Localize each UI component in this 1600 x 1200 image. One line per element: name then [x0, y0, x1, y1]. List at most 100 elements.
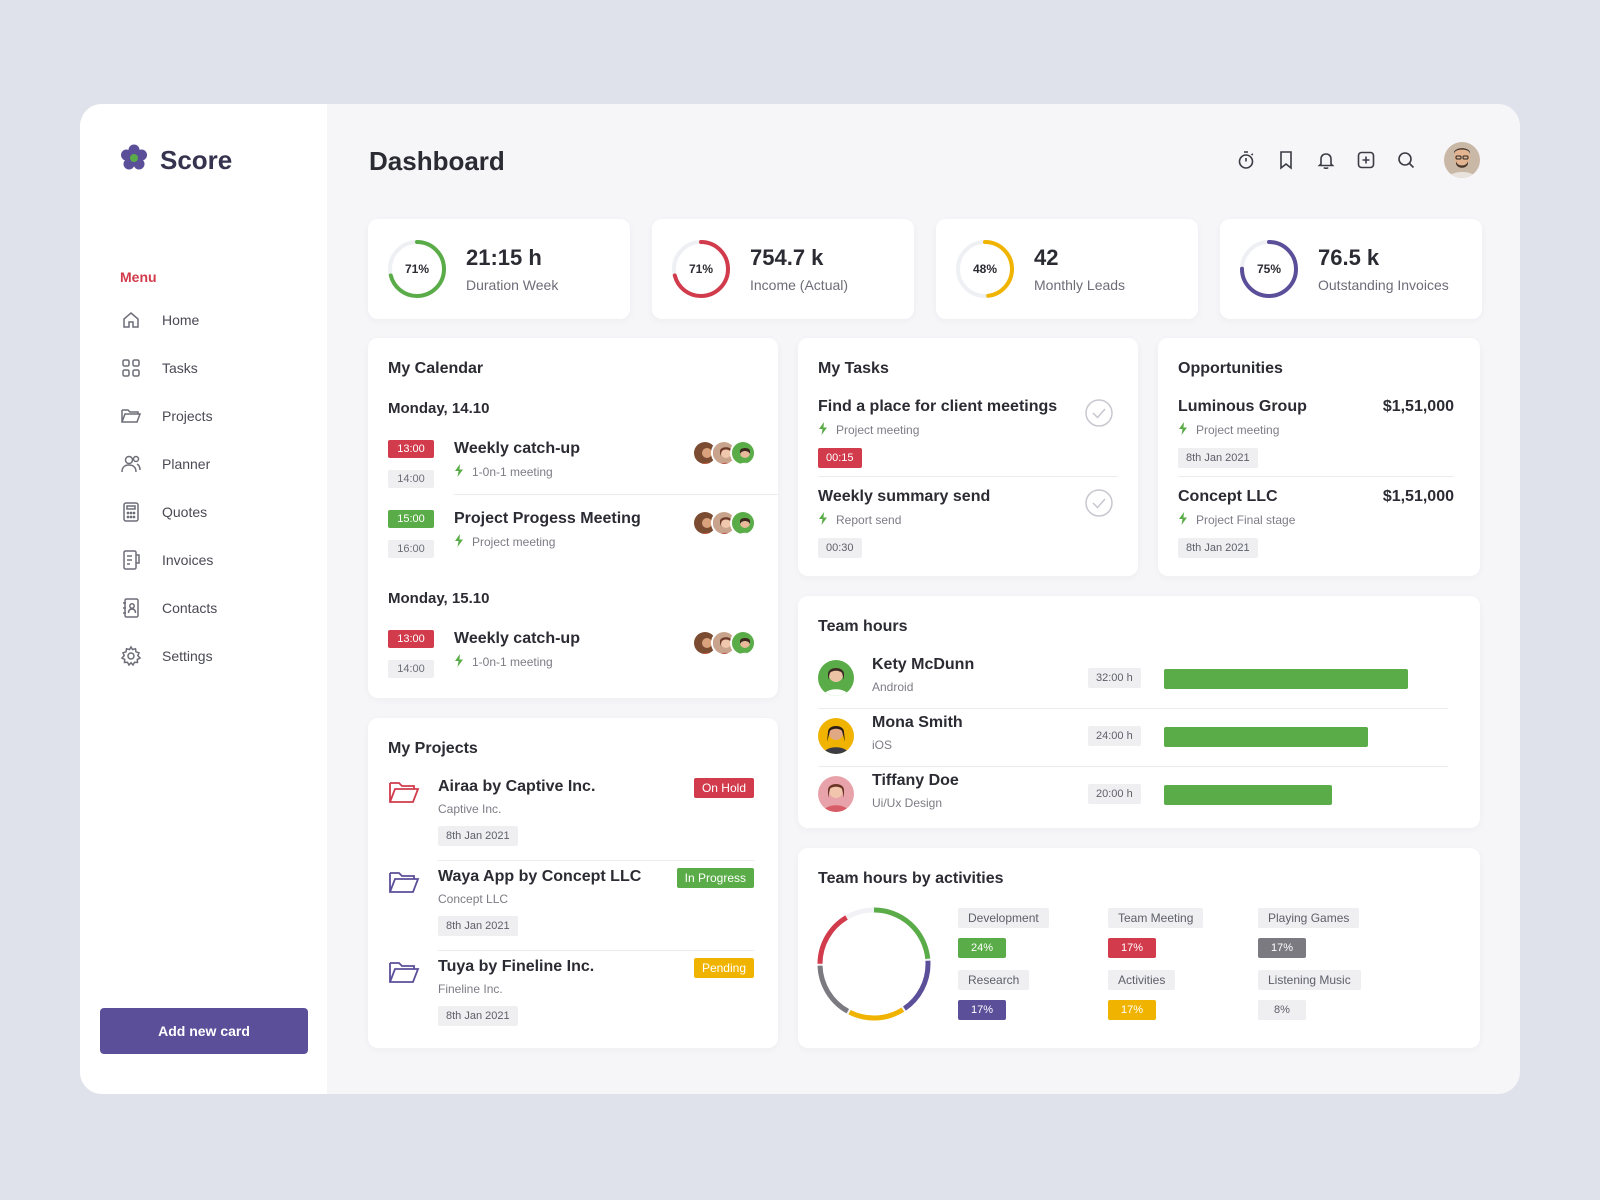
team-member-row[interactable]: Mona Smith iOS 24:00 h [818, 714, 1448, 760]
kpi-card-invoices: 75% 76.5 k Outstanding Invoices [1220, 219, 1482, 319]
add-new-card-button[interactable]: Add new card [100, 1008, 308, 1054]
activity-name: Activities [1108, 970, 1176, 990]
folder-open-icon [388, 868, 420, 896]
check-circle-icon[interactable] [1084, 488, 1114, 518]
brand-name: Score [160, 145, 233, 175]
task-item[interactable]: Find a place for client meetings Project… [818, 398, 1114, 468]
activity-item: Activities 17% [1108, 970, 1176, 1020]
activity-name: Listening Music [1258, 970, 1361, 990]
hours-bar-fill [1164, 669, 1409, 689]
progress-ring-label: 71% [404, 262, 430, 276]
event-start-time: 15:00 [388, 510, 434, 528]
progress-ring: 75% [1238, 238, 1300, 300]
folder-open-icon [388, 958, 420, 986]
main-content: Dashboard 71% [327, 104, 1520, 1094]
avatar [730, 630, 756, 656]
task-subtitle: Project meeting [818, 422, 1114, 438]
calendar-event[interactable]: 13:00 14:00 Weekly catch-up 1-0n-1 meeti… [388, 440, 756, 502]
sidebar-item-contacts[interactable]: Contacts [120, 584, 217, 632]
team-member-row[interactable]: Tiffany Doe Ui/Ux Design 20:00 h [818, 772, 1448, 818]
opportunity-item[interactable]: Concept LLC $1,51,000 Project Final stag… [1178, 488, 1454, 558]
sidebar-item-settings[interactable]: Settings [120, 632, 217, 680]
opportunity-name: Concept LLC [1178, 488, 1278, 505]
opportunity-date: 8th Jan 2021 [1178, 448, 1258, 468]
team-member-row[interactable]: Kety McDunn Android 32:00 h [818, 656, 1448, 702]
event-subtitle: 1-0n-1 meeting [454, 654, 553, 670]
member-name: Kety McDunn [872, 656, 975, 673]
task-item[interactable]: Weekly summary send Report send 00:30 [818, 488, 1114, 558]
brand[interactable]: Score [120, 144, 232, 177]
kpi-card-leads: 48% 42 Monthly Leads [936, 219, 1198, 319]
donut-segment [817, 907, 931, 1021]
activity-name: Team Meeting [1108, 908, 1204, 928]
card-title: My Calendar [388, 360, 484, 377]
sidebar-item-planner[interactable]: Planner [120, 440, 217, 488]
hours-bar [1164, 727, 1448, 747]
bolt-icon [818, 422, 828, 438]
project-date: 8th Jan 2021 [438, 1006, 518, 1026]
user-avatar[interactable] [1444, 142, 1480, 178]
attendee-avatars[interactable] [692, 510, 756, 536]
project-client: Captive Inc. [438, 802, 502, 816]
activity-name: Development [958, 908, 1049, 928]
divider [438, 950, 754, 951]
search-icon[interactable] [1394, 148, 1418, 172]
avatar [711, 440, 737, 466]
task-time-badge: 00:15 [818, 448, 862, 468]
grid-icon [120, 357, 142, 379]
status-badge: In Progress [676, 868, 754, 888]
project-item[interactable]: Tuya by Fineline Inc. Fineline Inc. 8th … [388, 958, 754, 1028]
avatar [818, 660, 854, 696]
member-hours: 20:00 h [1088, 784, 1141, 804]
donut-segment [817, 907, 931, 1021]
card-title: Team hours by activities [818, 870, 1004, 887]
sidebar-item-invoices[interactable]: Invoices [120, 536, 217, 584]
sidebar-item-home[interactable]: Home [120, 296, 217, 344]
sidebar-item-label: Projects [162, 408, 213, 424]
bolt-icon [454, 534, 464, 550]
activity-item: Playing Games 17% [1258, 908, 1360, 958]
project-date: 8th Jan 2021 [438, 826, 518, 846]
project-title: Tuya by Fineline Inc. [438, 958, 595, 975]
opportunity-amount: $1,51,000 [1382, 398, 1454, 415]
sidebar-item-label: Planner [162, 456, 211, 472]
project-title: Waya App by Concept LLC [438, 868, 642, 885]
timer-icon[interactable] [1234, 148, 1258, 172]
attendee-avatars[interactable] [692, 630, 756, 656]
kpi-card-income: 71% 754.7 k Income (Actual) [652, 219, 914, 319]
check-circle-icon[interactable] [1084, 398, 1114, 428]
activities-donut [816, 906, 932, 1022]
project-item[interactable]: Waya App by Concept LLC Concept LLC 8th … [388, 868, 754, 938]
task-type: Project meeting [836, 423, 920, 437]
avatar [730, 440, 756, 466]
sidebar-item-projects[interactable]: Projects [120, 392, 217, 440]
activity-item: Research 17% [958, 970, 1030, 1020]
project-client: Concept LLC [438, 892, 509, 906]
sidebar-item-quotes[interactable]: Quotes [120, 488, 217, 536]
calendar-event[interactable]: 15:00 16:00 Project Progess Meeting Proj… [388, 510, 756, 572]
bell-icon[interactable] [1314, 148, 1338, 172]
event-subtitle: Project meeting [454, 534, 555, 550]
opportunity-item[interactable]: Luminous Group $1,51,000 Project meeting… [1178, 398, 1454, 468]
divider [818, 766, 1448, 767]
sidebar-item-tasks[interactable]: Tasks [120, 344, 217, 392]
calendar-card: My Calendar Monday, 14.10 13:00 14:00 We… [368, 338, 778, 698]
opportunity-stage: Project Final stage [1196, 513, 1296, 527]
sidebar: Score Menu Home Tasks Projects [80, 104, 327, 1094]
event-type: 1-0n-1 meeting [472, 655, 553, 669]
calendar-day-label: Monday, 14.10 [388, 400, 490, 417]
bookmark-icon[interactable] [1274, 148, 1298, 172]
attendee-avatars[interactable] [692, 440, 756, 466]
calendar-event[interactable]: 13:00 14:00 Weekly catch-up 1-0n-1 meeti… [388, 630, 756, 692]
kpi-label: Monthly Leads [1034, 277, 1126, 293]
event-subtitle: 1-0n-1 meeting [454, 464, 553, 480]
activities-card: Team hours by activities Development 24%… [798, 848, 1480, 1048]
add-square-icon[interactable] [1354, 148, 1378, 172]
sidebar-item-label: Quotes [162, 504, 208, 520]
bolt-icon [1178, 512, 1188, 528]
member-name: Mona Smith [872, 714, 963, 731]
invoice-icon [120, 549, 142, 571]
users-icon [120, 453, 142, 475]
task-type: Report send [836, 513, 902, 527]
project-item[interactable]: Airaa by Captive Inc. Captive Inc. 8th J… [388, 778, 754, 848]
